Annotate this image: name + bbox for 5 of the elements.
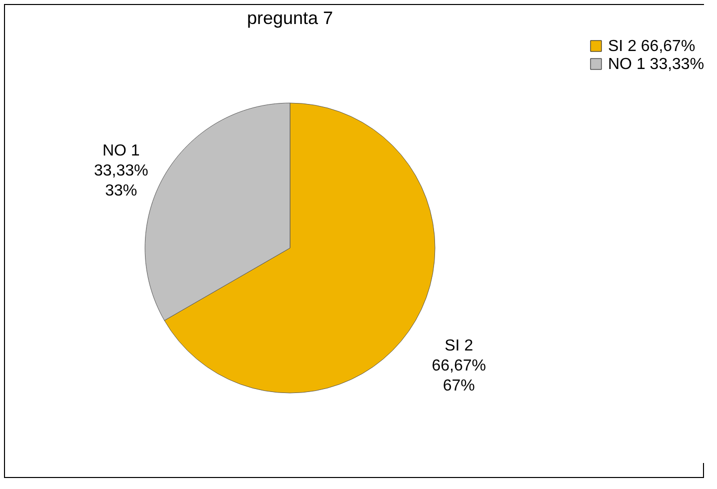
- legend-label: NO 1 33,33%: [608, 56, 704, 73]
- legend-label: SI 2 66,67%: [608, 38, 696, 55]
- data-label: SI 2 66,67% 67%: [432, 338, 486, 395]
- chart-title: pregunta 7: [246, 8, 334, 28]
- data-label: NO 1 33,33% 33%: [94, 142, 148, 200]
